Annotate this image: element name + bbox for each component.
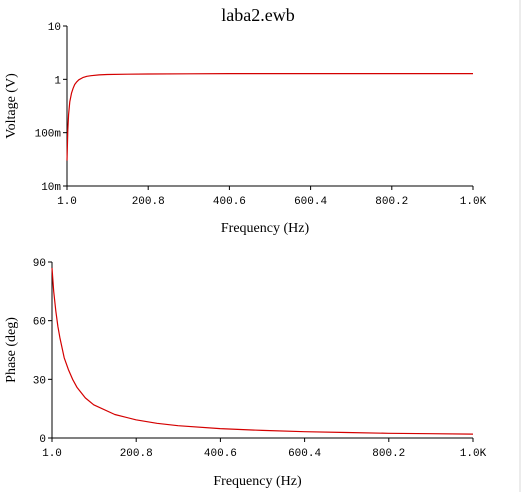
phase-y-tick-label: 30 xyxy=(33,375,46,387)
phase-x-tick-label: 400.6 xyxy=(204,448,237,460)
magnitude-plot: 10m 100m 1 10 1.0 200.8 400.6 600.4 800.2 1.0K Fre… xyxy=(4,22,487,236)
magnitude-y-tick-label: 10m xyxy=(41,182,61,194)
magnitude-x-tick-label: 1.0K xyxy=(460,196,487,208)
window-title: laba2.ewb xyxy=(221,5,294,25)
phase-y-tick-label: 0 xyxy=(39,434,46,446)
phase-x-tick-label: 200.8 xyxy=(120,448,153,460)
magnitude-series-line xyxy=(66,72,473,161)
phase-y-axis-label: Phase (deg) xyxy=(4,317,19,383)
phase-x-axis-label: Frequency (Hz) xyxy=(213,474,302,489)
magnitude-y-tick-label: 10 xyxy=(48,22,61,34)
phase-x-tick-label: 1.0 xyxy=(42,448,62,460)
magnitude-y-axis-label: Voltage (V) xyxy=(4,73,19,139)
magnitude-x-tick-label: 1.0 xyxy=(57,196,77,208)
magnitude-x-tick-label: 200.8 xyxy=(132,196,165,208)
phase-y-tick-label: 60 xyxy=(33,317,46,329)
phase-y-tick-label: 90 xyxy=(33,258,46,270)
magnitude-x-axis-label: Frequency (Hz) xyxy=(221,221,310,236)
phase-x-tick-label: 1.0K xyxy=(460,448,487,460)
phase-plot: 0 30 60 90 1.0 200.8 400.6 600.4 800.2 1.0K Freque… xyxy=(4,258,487,489)
magnitude-x-tick-label: 400.6 xyxy=(213,196,246,208)
magnitude-x-tick-label: 800.2 xyxy=(375,196,408,208)
magnitude-x-tick-label: 600.4 xyxy=(294,196,327,208)
magnitude-y-tick-label: 1 xyxy=(54,75,61,87)
magnitude-y-tick-label: 100m xyxy=(35,129,62,141)
phase-x-tick-label: 800.2 xyxy=(372,448,405,460)
phase-x-tick-label: 600.4 xyxy=(288,448,321,460)
phase-series-line xyxy=(51,267,474,435)
